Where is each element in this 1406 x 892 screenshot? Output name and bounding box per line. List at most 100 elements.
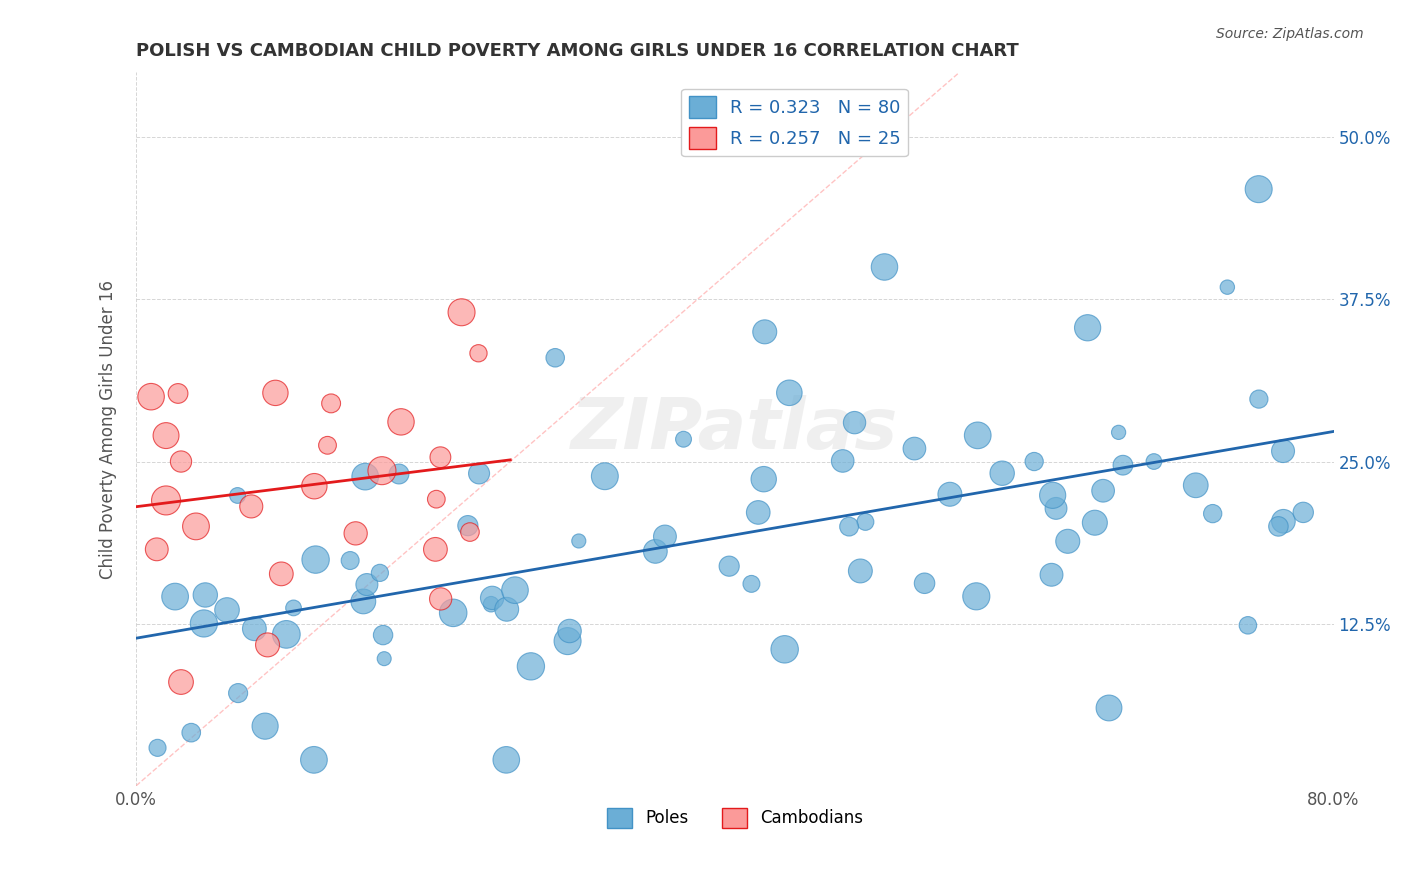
Point: [873, 260, 896, 274]
Point: [557, 634, 579, 648]
Point: [855, 515, 877, 529]
Point: [747, 505, 769, 519]
Point: [1247, 392, 1270, 406]
Point: [180, 725, 202, 739]
Point: [155, 493, 177, 508]
Point: [1056, 534, 1078, 549]
Point: [849, 564, 872, 578]
Point: [644, 544, 666, 558]
Point: [773, 642, 796, 657]
Point: [467, 346, 489, 360]
Legend: Poles, Cambodians: Poles, Cambodians: [600, 801, 869, 835]
Point: [1077, 320, 1099, 334]
Point: [170, 675, 193, 690]
Point: [718, 559, 741, 574]
Point: [167, 386, 190, 401]
Point: [450, 305, 472, 319]
Point: [831, 454, 853, 468]
Point: [481, 591, 503, 605]
Point: [654, 529, 676, 543]
Point: [593, 469, 616, 483]
Point: [146, 740, 169, 755]
Point: [429, 591, 451, 606]
Point: [371, 464, 394, 478]
Point: [495, 602, 517, 616]
Point: [194, 588, 217, 602]
Point: [226, 686, 249, 700]
Point: [226, 488, 249, 502]
Point: [479, 597, 502, 611]
Point: [1042, 488, 1064, 502]
Point: [165, 590, 187, 604]
Point: [276, 627, 298, 641]
Point: [965, 590, 987, 604]
Point: [1112, 458, 1135, 473]
Text: POLISH VS CAMBODIAN CHILD POVERTY AMONG GIRLS UNDER 16 CORRELATION CHART: POLISH VS CAMBODIAN CHILD POVERTY AMONG …: [136, 42, 1019, 60]
Point: [503, 583, 526, 598]
Point: [256, 638, 278, 652]
Point: [184, 519, 207, 533]
Point: [139, 390, 162, 404]
Point: [568, 533, 591, 548]
Point: [495, 753, 517, 767]
Point: [316, 438, 339, 452]
Point: [966, 428, 988, 442]
Point: [371, 628, 394, 642]
Point: [844, 416, 866, 430]
Point: [740, 577, 762, 591]
Point: [1267, 519, 1289, 533]
Point: [425, 492, 447, 507]
Point: [389, 415, 412, 429]
Point: [838, 519, 860, 533]
Point: [1045, 501, 1067, 516]
Point: [304, 552, 326, 566]
Point: [344, 526, 367, 541]
Point: [170, 454, 193, 468]
Point: [1143, 454, 1166, 468]
Point: [1202, 507, 1225, 521]
Point: [1040, 567, 1063, 582]
Point: [352, 594, 374, 608]
Point: [903, 442, 925, 456]
Point: [356, 577, 378, 591]
Point: [1237, 618, 1260, 632]
Point: [429, 450, 451, 465]
Point: [146, 542, 169, 557]
Point: [304, 479, 326, 493]
Point: [388, 467, 411, 481]
Point: [425, 542, 447, 557]
Point: [468, 467, 491, 481]
Point: [672, 432, 695, 446]
Y-axis label: Child Poverty Among Girls Under 16: Child Poverty Among Girls Under 16: [100, 279, 117, 579]
Point: [939, 487, 962, 501]
Text: Source: ZipAtlas.com: Source: ZipAtlas.com: [1216, 27, 1364, 41]
Point: [520, 659, 543, 673]
Point: [778, 385, 800, 400]
Text: ZIPatlas: ZIPatlas: [571, 394, 898, 464]
Point: [1247, 182, 1270, 196]
Point: [1272, 514, 1295, 528]
Point: [155, 428, 177, 442]
Point: [283, 601, 305, 615]
Point: [1098, 701, 1121, 715]
Point: [354, 469, 377, 483]
Point: [1216, 280, 1239, 294]
Point: [1292, 505, 1315, 519]
Point: [1084, 516, 1107, 530]
Point: [302, 753, 325, 767]
Point: [240, 500, 263, 514]
Point: [1108, 425, 1130, 440]
Point: [458, 524, 481, 539]
Point: [193, 616, 215, 631]
Point: [1272, 444, 1295, 458]
Point: [457, 518, 479, 533]
Point: [558, 624, 581, 638]
Point: [243, 622, 266, 636]
Point: [1092, 483, 1115, 498]
Point: [441, 606, 464, 620]
Point: [254, 719, 277, 733]
Point: [752, 472, 775, 486]
Point: [319, 396, 342, 410]
Point: [368, 566, 391, 580]
Point: [339, 553, 361, 567]
